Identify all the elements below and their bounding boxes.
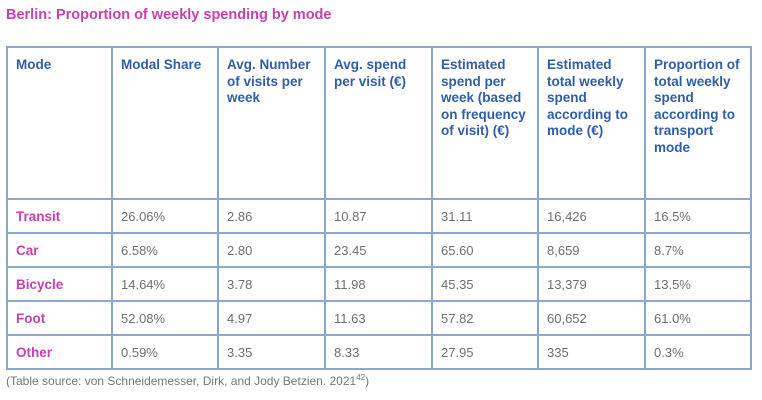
row-mode-label: Bicycle: [6, 266, 113, 302]
cell-avg-visits: 3.35: [217, 334, 326, 370]
cell-avg-spend: 10.87: [324, 198, 433, 234]
table-header-row: Mode Modal Share Avg. Number of visits p…: [6, 46, 752, 200]
row-mode-label: Transit: [6, 198, 113, 234]
cell-avg-spend: 11.98: [324, 266, 433, 302]
cell-proportion: 13.5%: [644, 266, 752, 302]
cell-modal-share: 52.08%: [111, 300, 219, 336]
cell-proportion: 61.0%: [644, 300, 752, 336]
cell-avg-spend: 8.33: [324, 334, 433, 370]
header-total-weekly-spend: Estimated total weekly spend according t…: [537, 46, 646, 200]
table-row: Foot 52.08% 4.97 11.63 57.82 60,652 61.0…: [6, 300, 752, 336]
header-mode: Mode: [6, 46, 113, 200]
cell-estimated-spend: 27.95: [431, 334, 539, 370]
cell-total-weekly-spend: 60,652: [537, 300, 646, 336]
cell-avg-visits: 3.78: [217, 266, 326, 302]
cell-modal-share: 0.59%: [111, 334, 219, 370]
page-title: Berlin: Proportion of weekly spending by…: [6, 7, 332, 23]
cell-total-weekly-spend: 8,659: [537, 232, 646, 268]
cell-proportion: 0.3%: [644, 334, 752, 370]
cell-modal-share: 14.64%: [111, 266, 219, 302]
source-close: ): [365, 374, 370, 388]
cell-proportion: 8.7%: [644, 232, 752, 268]
row-mode-label: Car: [6, 232, 113, 268]
cell-total-weekly-spend: 13,379: [537, 266, 646, 302]
table-row: Transit 26.06% 2.86 10.87 31.11 16,426 1…: [6, 198, 752, 234]
header-avg-spend: Avg. spend per visit (€): [324, 46, 433, 200]
table-row: Other 0.59% 3.35 8.33 27.95 335 0.3%: [6, 334, 752, 370]
cell-total-weekly-spend: 335: [537, 334, 646, 370]
cell-total-weekly-spend: 16,426: [537, 198, 646, 234]
cell-avg-visits: 2.80: [217, 232, 326, 268]
table-source-note: (Table source: von Schneidemesser, Dirk,…: [6, 373, 369, 388]
header-proportion: Proportion of total weekly spend accordi…: [644, 46, 752, 200]
cell-estimated-spend: 65.60: [431, 232, 539, 268]
cell-modal-share: 6.58%: [111, 232, 219, 268]
cell-estimated-spend: 45.35: [431, 266, 539, 302]
cell-estimated-spend: 57.82: [431, 300, 539, 336]
cell-avg-visits: 2.86: [217, 198, 326, 234]
row-mode-label: Foot: [6, 300, 113, 336]
cell-avg-spend: 11.63: [324, 300, 433, 336]
header-modal-share: Modal Share: [111, 46, 219, 200]
cell-estimated-spend: 31.11: [431, 198, 539, 234]
cell-avg-spend: 23.45: [324, 232, 433, 268]
table-row: Bicycle 14.64% 3.78 11.98 45.35 13,379 1…: [6, 266, 752, 302]
spending-table: Mode Modal Share Avg. Number of visits p…: [6, 46, 752, 370]
footnote-ref: 42: [356, 373, 366, 382]
header-avg-visits: Avg. Number of visits per week: [217, 46, 326, 200]
cell-modal-share: 26.06%: [111, 198, 219, 234]
header-estimated-spend: Estimated spend per week (based on frequ…: [431, 46, 539, 200]
source-text: (Table source: von Schneidemesser, Dirk,…: [6, 374, 357, 388]
cell-proportion: 16.5%: [644, 198, 752, 234]
row-mode-label: Other: [6, 334, 113, 370]
table-row: Car 6.58% 2.80 23.45 65.60 8,659 8.7%: [6, 232, 752, 268]
cell-avg-visits: 4.97: [217, 300, 326, 336]
